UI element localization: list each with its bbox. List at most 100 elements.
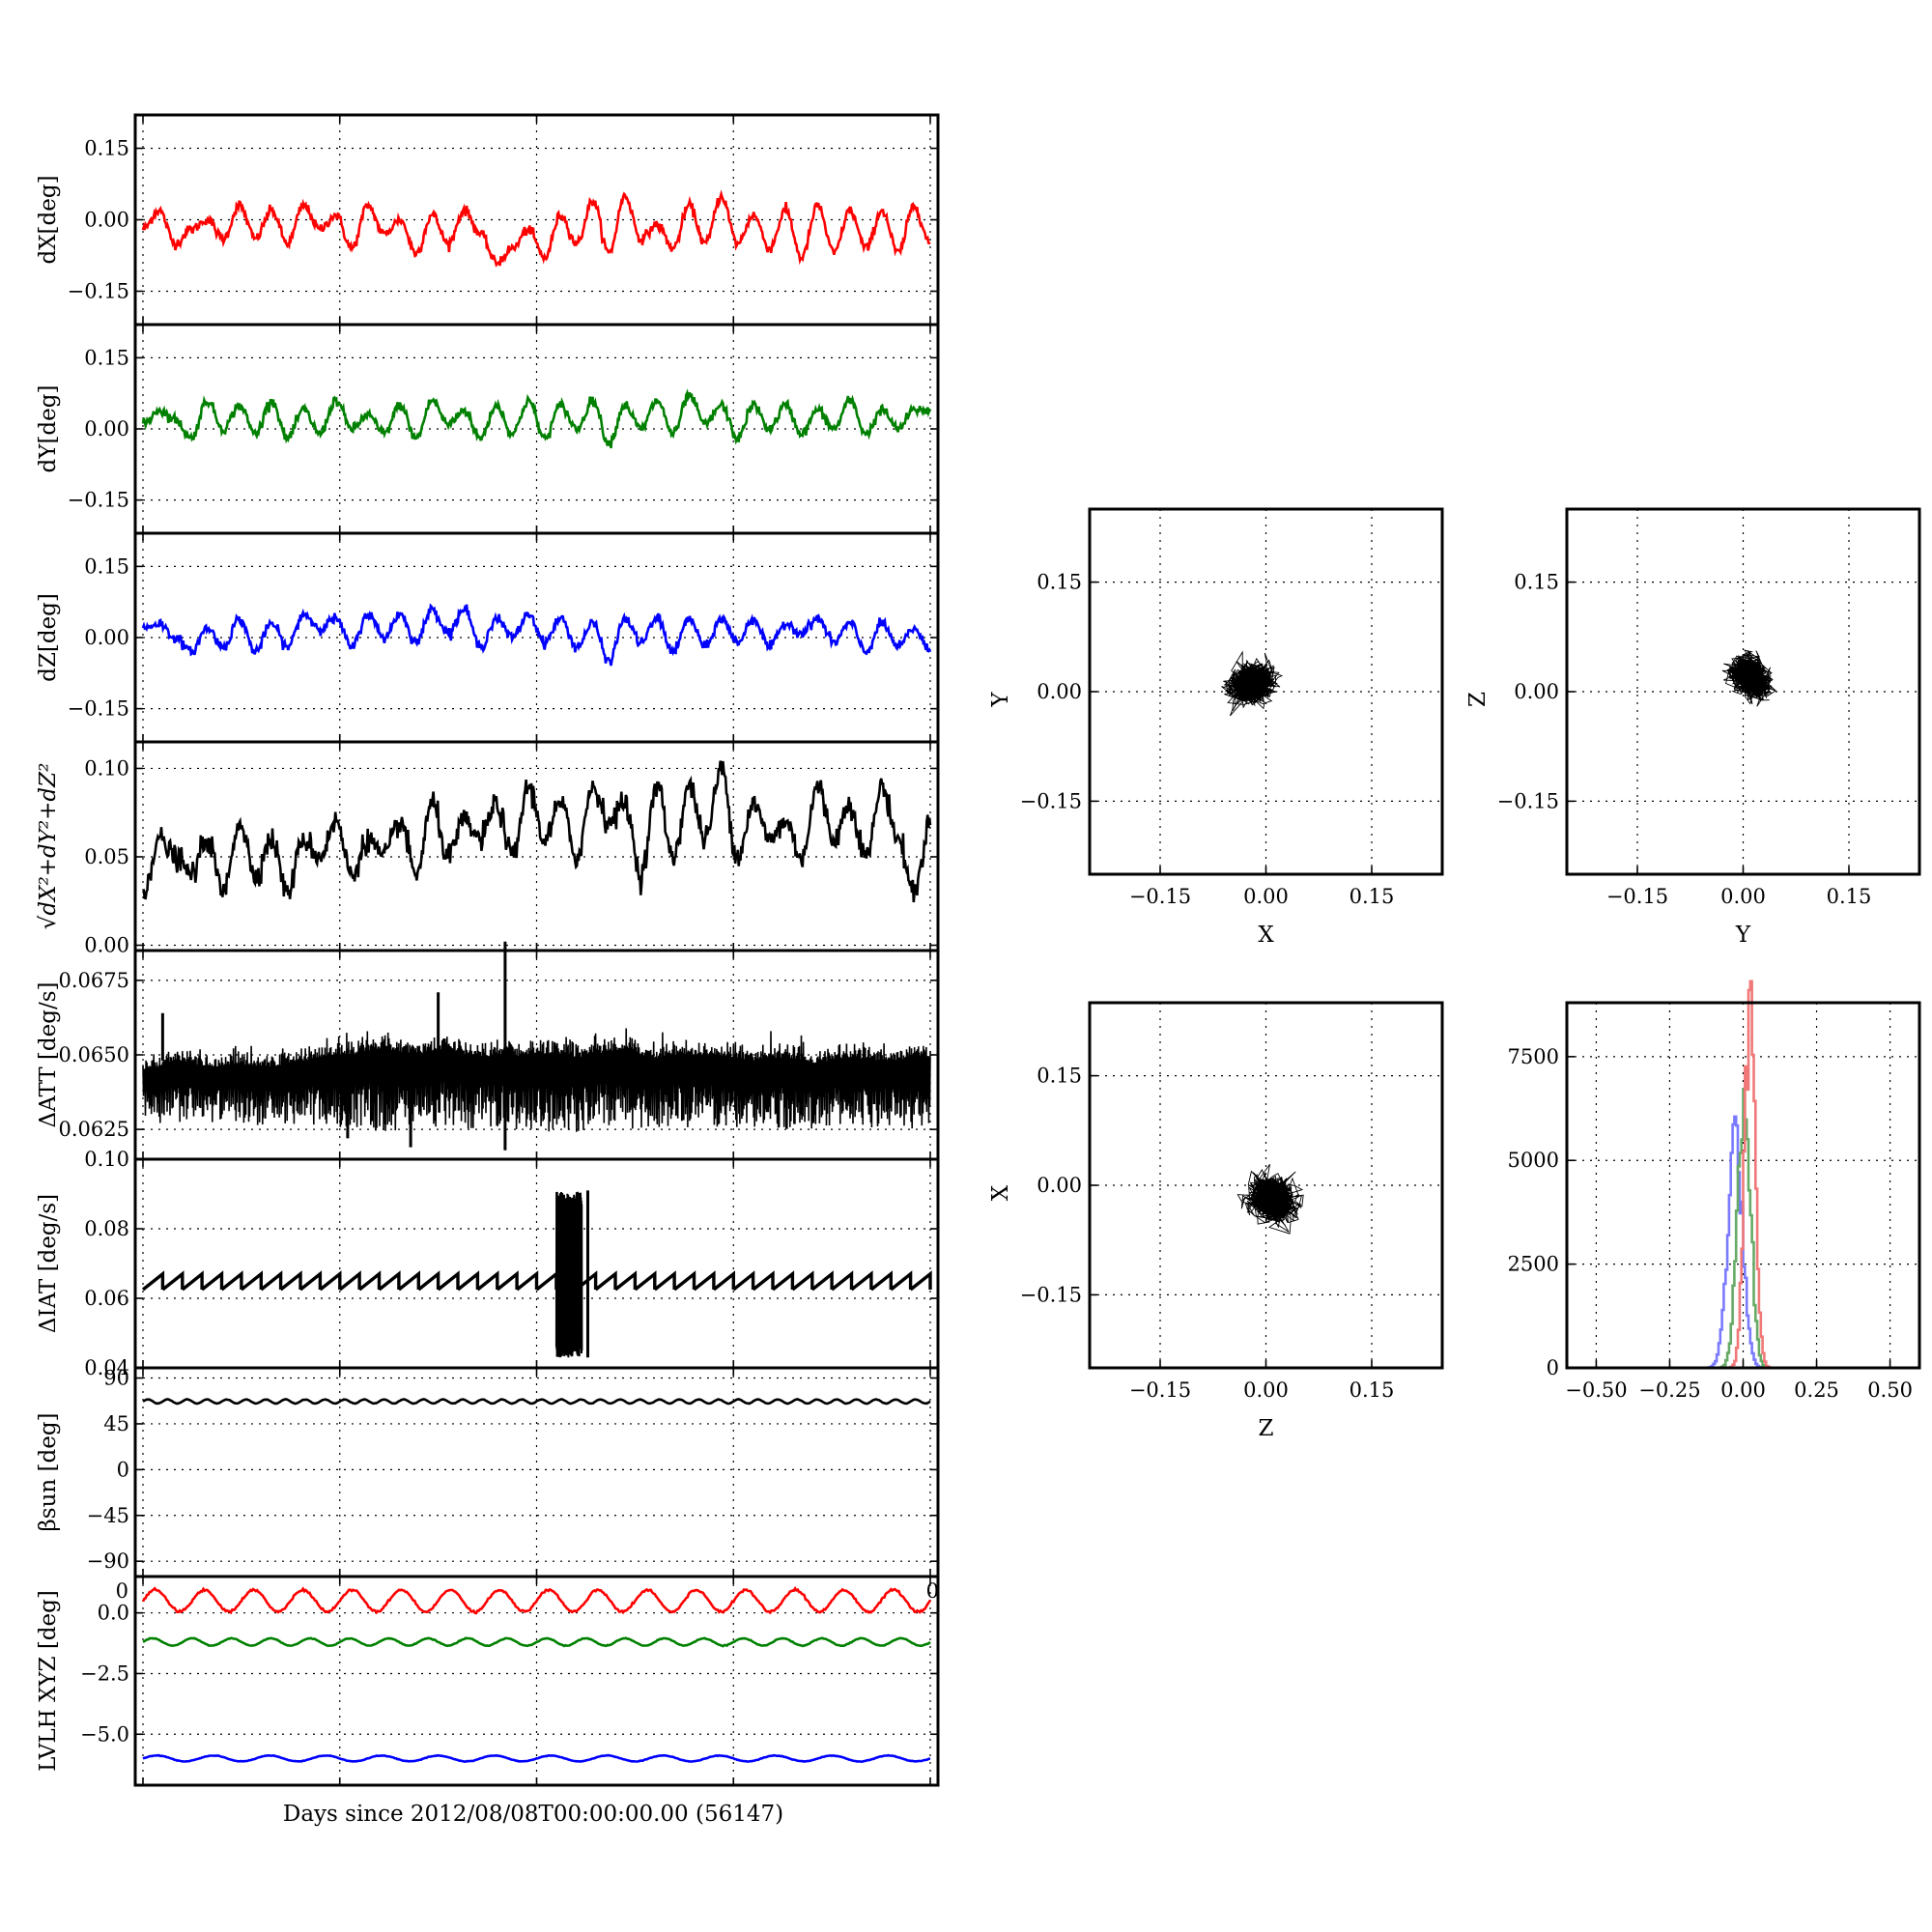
series-line-green — [142, 1636, 931, 1648]
x-axis-label: Y — [1735, 923, 1751, 948]
x-axis-label: Z — [1259, 1416, 1274, 1441]
y-tick-label: 0.10 — [84, 756, 129, 780]
scatter-trajectory — [1721, 649, 1777, 707]
y-tick-label: 0.00 — [84, 417, 129, 440]
y-tick-label: 0.0625 — [59, 1118, 129, 1141]
x-tick-label: 0.00 — [1243, 885, 1289, 908]
y-tick-label: −0.15 — [1020, 1283, 1082, 1306]
y-tick-label: 0 — [117, 1458, 129, 1481]
y-axis-label: dX[deg] — [36, 175, 61, 264]
y-tick-label: 0.15 — [84, 554, 129, 578]
y-axis-label: ΔIAT [deg/s] — [36, 1194, 61, 1333]
axes-frame — [133, 1575, 940, 1787]
panel-dX: 0.15 0.00 −0.15 dX[deg] — [36, 113, 940, 327]
panels: 0.150.00−0.15dX[deg]0.150.00−0.15dY[deg]… — [36, 113, 1921, 1787]
x-tick-label: 0.00 — [1720, 1378, 1766, 1402]
series-line-green — [141, 388, 932, 449]
y-tick-label: 0.06 — [84, 1287, 129, 1310]
x-tick-label: 0.00 — [1243, 1378, 1289, 1402]
y-tick-label: 2500 — [1508, 1253, 1559, 1276]
y-tick-label: 0.00 — [84, 934, 129, 957]
burst-line — [554, 1191, 583, 1358]
y-tick-label: 45 — [103, 1412, 129, 1435]
y-axis-label: LVLH XYZ [deg] — [36, 1590, 61, 1772]
y-tick-label: −90 — [87, 1549, 129, 1573]
x-tick-label: 0.15 — [1350, 1378, 1395, 1402]
y-axis-label: ΔATT [deg/s] — [36, 982, 61, 1128]
histogram-hist_red — [1567, 980, 1919, 1370]
y-axis-label: √dX²+dY²+dZ² — [36, 763, 61, 930]
y-tick-label: 0.00 — [84, 626, 129, 649]
panel-scatterZX: −0.15 −0.15 0.00 0.00 0.15 0.15 Z X — [988, 1001, 1444, 1441]
series-line-red — [141, 1586, 932, 1615]
x-tick-label: 0.50 — [1867, 1378, 1913, 1402]
y-tick-label: −0.15 — [68, 697, 129, 721]
y-axis-label: βsun [deg] — [36, 1412, 61, 1531]
bottom-x-axis-label: Days since 2012/08/08T00:00:00.00 (56147… — [283, 1802, 783, 1827]
series-line-blue — [142, 1753, 931, 1764]
attitude-band-line — [142, 1028, 931, 1132]
panel-lvlh: 0.0 −2.5 −5.0 LVLH XYZ [deg] — [36, 1575, 940, 1787]
series-line-red — [141, 189, 931, 268]
panel-dIAT: 0.10 0.08 0.06 0.04 ΔIAT [deg/s] — [36, 1148, 940, 1379]
panel-dY: 0.15 0.00 −0.15 dY[deg] — [36, 323, 940, 535]
y-tick-label: 0.05 — [84, 845, 129, 868]
scatter-trajectory — [1221, 650, 1284, 717]
x-tick-label: −0.25 — [1638, 1378, 1700, 1402]
y-tick-label: −2.5 — [80, 1662, 129, 1685]
y-tick-label: −45 — [87, 1504, 129, 1527]
scatter-trajectory — [1236, 1164, 1304, 1235]
y-tick-label: 0.15 — [84, 346, 129, 369]
y-tick-label: −0.15 — [1020, 789, 1082, 812]
series-line-black — [141, 760, 932, 903]
axes-frame — [1088, 507, 1444, 876]
x-axis-label: X — [1258, 923, 1274, 948]
x-tick-label: −0.50 — [1565, 1378, 1627, 1402]
y-axis-label: dZ[deg] — [36, 593, 61, 682]
x-tick-label: −0.15 — [1129, 885, 1191, 908]
panel-hist: −0.50 −0.25 0.00 0.25 0.50 0 2500 5000 7500 — [1508, 980, 1921, 1402]
y-tick-label: −0.15 — [1497, 789, 1559, 812]
y-tick-label: 0.15 — [1037, 571, 1082, 594]
axes-frame — [1565, 1001, 1921, 1370]
series-line-black — [142, 1398, 931, 1406]
y-tick-label: 0.00 — [1037, 680, 1082, 703]
panel-beta: 90 45 0 −45 −90 βsun [deg] — [36, 1366, 940, 1578]
axes-frame — [1565, 507, 1921, 876]
x-tick-label: 0.15 — [1827, 885, 1872, 908]
y-axis-label: dY[deg] — [36, 385, 61, 473]
y-tick-label: 0.08 — [84, 1217, 129, 1240]
y-tick-label: 0 — [1547, 1356, 1559, 1379]
series-line-blue — [141, 603, 932, 667]
x-tick-label: 0.15 — [1350, 885, 1395, 908]
panel-dZ: 0.15 0.00 −0.15 dZ[deg] — [36, 531, 940, 744]
x-tick-label: −0.15 — [1606, 885, 1668, 908]
y-tick-label: 0.00 — [1037, 1174, 1082, 1197]
y-tick-label: −0.15 — [68, 489, 129, 512]
y-tick-label: 0.15 — [1037, 1065, 1082, 1088]
y-tick-label: 0.10 — [84, 1148, 129, 1171]
y-axis-label: Y — [988, 692, 1013, 708]
y-tick-label: 0.15 — [1514, 571, 1559, 594]
y-tick-label: −0.15 — [68, 279, 129, 302]
y-axis-label: Z — [1465, 692, 1491, 707]
stray-tick-left: 0 — [116, 1579, 128, 1603]
panel-dXYZ: 0.10 0.05 0.00 √dX²+dY²+dZ² — [36, 740, 940, 957]
panel-scatterXY: −0.15 −0.15 0.00 0.00 0.15 0.15 X Y — [988, 507, 1444, 948]
y-tick-label: 0.0675 — [59, 969, 129, 992]
axes-frame — [1088, 1001, 1444, 1370]
y-tick-label: 0.15 — [84, 137, 129, 160]
y-tick-label: 7500 — [1508, 1045, 1559, 1068]
sawtooth-line — [141, 1270, 932, 1292]
y-tick-label: 0.0650 — [59, 1043, 129, 1066]
y-tick-label: −5.0 — [80, 1722, 129, 1746]
y-tick-label: 0.0 — [98, 1602, 129, 1625]
y-tick-label: 0.00 — [1514, 680, 1559, 703]
stray-tick-right: 0 — [926, 1579, 939, 1603]
x-tick-label: 0.25 — [1794, 1378, 1839, 1402]
y-tick-label: 90 — [103, 1367, 129, 1390]
y-tick-label: 0.04 — [84, 1356, 129, 1379]
y-tick-label: 0.00 — [84, 209, 129, 232]
